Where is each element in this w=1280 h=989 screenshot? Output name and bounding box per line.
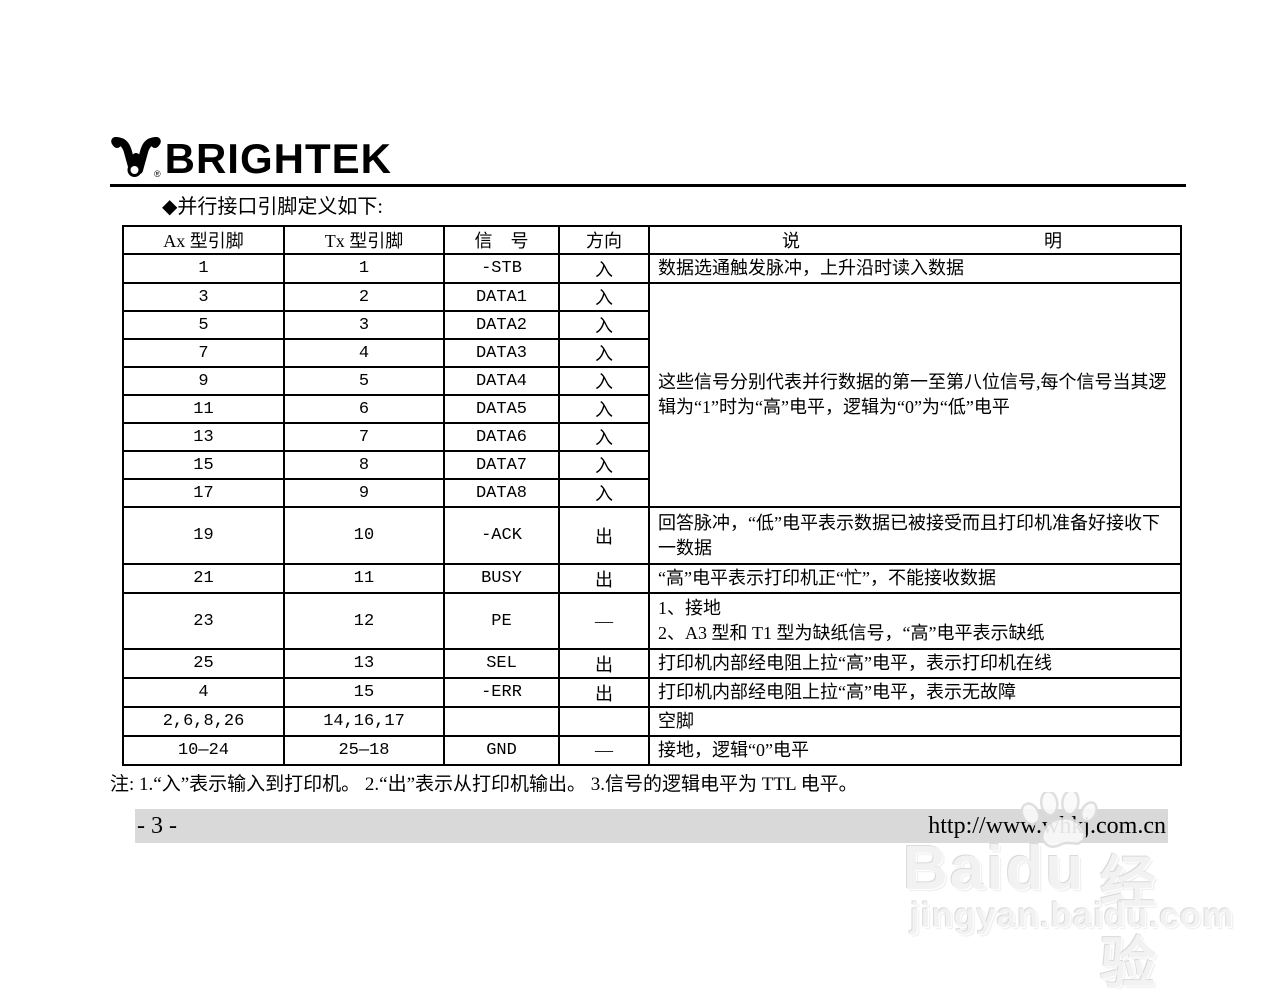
table-row: 2,6,8,26 14,16,17 空脚	[122, 706, 1182, 737]
watermark-suffix: 经验	[1100, 851, 1156, 989]
pin-definition-table: Ax 型引脚 Tx 型引脚 信 号 方向 说 明 1 1 -STB 入 数据选通…	[122, 225, 1182, 766]
table-row: 13 7 DATA6 入	[122, 422, 1181, 452]
table-row: 10—24 25—18 GND — 接地，逻辑“0”电平	[122, 735, 1182, 766]
table-row: 21 11 BUSY 出 “高”电平表示打印机正“忙”，不能接收数据	[122, 563, 1182, 594]
table-row: 5 3 DATA2 入	[122, 310, 1181, 340]
data-signals-description: 这些信号分别代表并行数据的第一至第八位信号,每个信号当其逻辑为“1”时为“高”电…	[648, 282, 1182, 508]
header-tx: Tx 型引脚	[283, 225, 445, 255]
header-ax: Ax 型引脚	[122, 225, 285, 255]
table-row: 19 10 -ACK 出 回答脉冲，“低”电平表示数据已被接受而且打印机准备好接…	[122, 506, 1182, 565]
brand-name: BRIGHTEK	[164, 135, 392, 182]
table-row: 15 8 DATA7 入	[122, 450, 1181, 480]
table-row: 17 9 DATA8 入	[122, 478, 1181, 508]
table-row: 11 6 DATA5 入	[122, 394, 1181, 424]
brightek-w-icon	[110, 136, 162, 181]
table-row: 9 5 DATA4 入	[122, 366, 1181, 396]
footer-bar: - 3 - http://www.whkj.com.cn	[135, 809, 1168, 843]
header-rule	[110, 184, 1186, 187]
brightek-logo: ® BRIGHTEK	[110, 133, 1186, 181]
header-signal: 信 号	[443, 225, 560, 255]
table-row: 3 2 DATA1 入 这些信号分别代表并行数据的第一至第八位信号,每个信号当其…	[122, 282, 1182, 508]
footnote: 注: 1.“入”表示输入到打印机。 2.“出”表示从打印机输出。 3.信号的逻辑…	[110, 774, 858, 795]
table-row: 7 4 DATA3 入	[122, 338, 1181, 368]
header-description: 说 明	[648, 225, 1182, 255]
header-direction: 方向	[558, 225, 650, 255]
table-row: 25 13 SEL 出 打印机内部经电阻上拉“高”电平，表示打印机在线	[122, 648, 1182, 679]
watermark-domain: jingyan.baidu.com	[910, 896, 1235, 935]
footer-url: http://www.whkj.com.cn	[928, 812, 1166, 839]
table-row: 1 1 -STB 入 数据选通触发脉冲，上升沿时读入数据	[122, 253, 1182, 284]
page-number: - 3 -	[137, 812, 177, 839]
watermark-brand: Baidu	[903, 834, 1086, 903]
table-row: 23 12 PE — 1、接地 2、A3 型和 T1 型为缺纸信号，“高”电平表…	[122, 592, 1182, 650]
table-header-row: Ax 型引脚 Tx 型引脚 信 号 方向 说 明	[122, 225, 1182, 255]
registered-mark: ®	[154, 169, 161, 179]
table-row: 4 15 -ERR 出 打印机内部经电阻上拉“高”电平，表示无故障	[122, 677, 1182, 708]
section-title: ◆并行接口引脚定义如下:	[162, 196, 383, 218]
